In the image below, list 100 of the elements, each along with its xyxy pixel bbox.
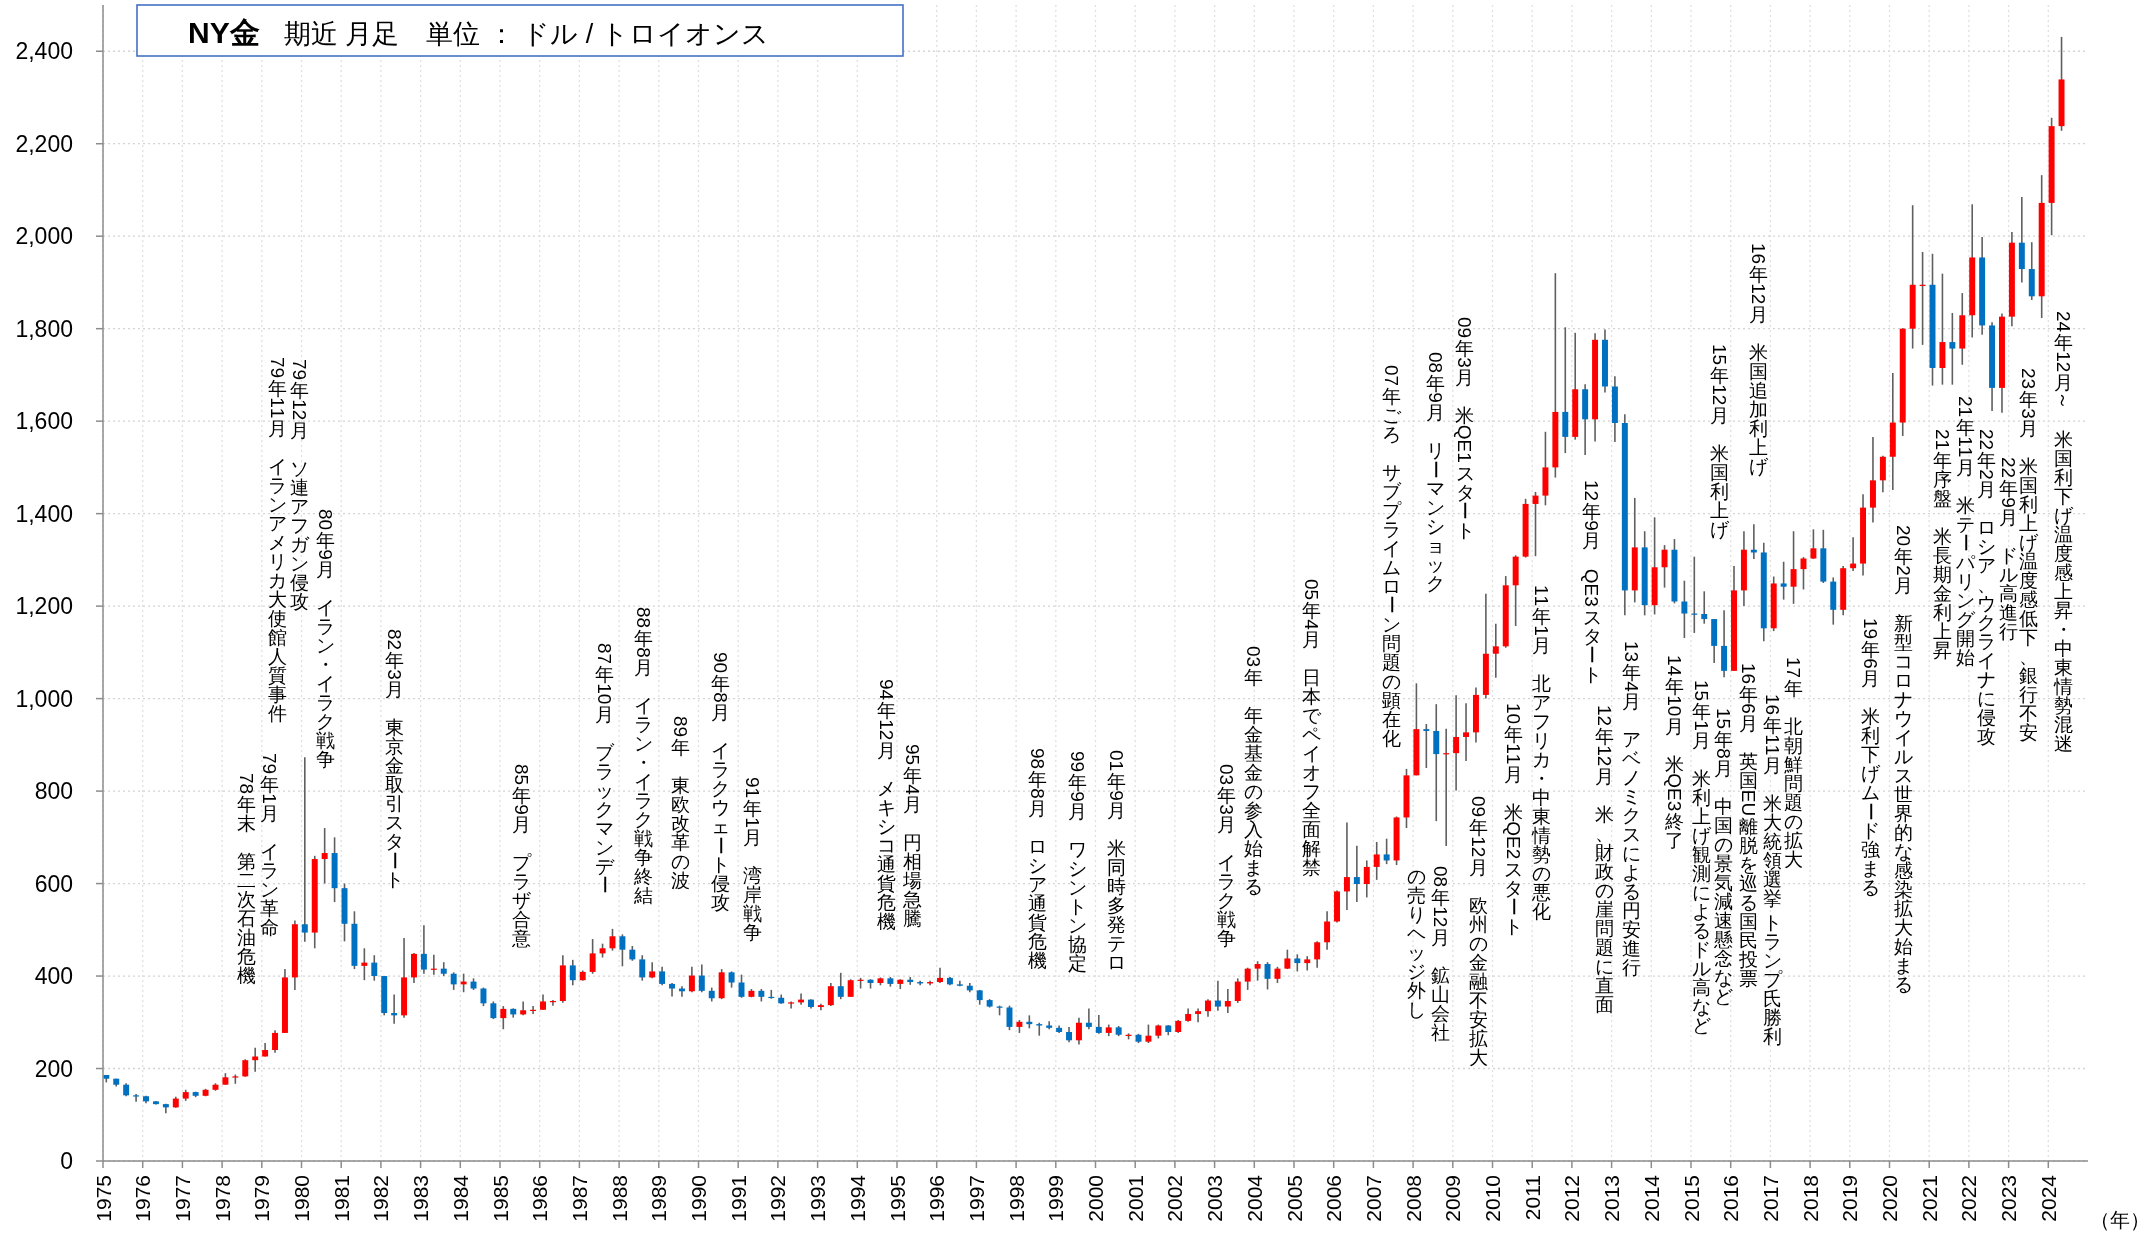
candlestick bbox=[937, 966, 943, 984]
x-tick-label: 1994 bbox=[845, 1174, 869, 1222]
x-tick-label: 1993 bbox=[806, 1175, 830, 1222]
annotation: 10年11月 米QE2スタート bbox=[1502, 703, 1525, 938]
candlestick bbox=[1244, 966, 1251, 991]
annotation: 20年2月 新型コロナウイルス世界的な感染拡大始まる bbox=[1893, 525, 1915, 996]
candlestick bbox=[827, 982, 834, 1007]
candlestick bbox=[480, 986, 487, 1007]
x-tick-label: 2003 bbox=[1203, 1175, 1227, 1222]
y-tick-label: 1,400 bbox=[15, 500, 73, 527]
annotation: 21年序盤 米長期金利上昇 bbox=[1932, 429, 1954, 661]
candlestick bbox=[321, 827, 328, 885]
candlestick bbox=[1353, 844, 1360, 903]
annotation: 95年4月 円相場急騰 bbox=[902, 744, 924, 930]
y-tick-label: 2,400 bbox=[15, 38, 73, 65]
candlestick bbox=[1463, 702, 1470, 762]
x-tick-label: 1977 bbox=[170, 1175, 194, 1222]
annotation: 79年1月 イラン革命 bbox=[259, 753, 281, 939]
candlestick bbox=[361, 947, 368, 981]
candlestick bbox=[1214, 979, 1221, 1012]
annotation: 19年6月 米利下げムード強まる bbox=[1859, 618, 1882, 899]
candlestick bbox=[500, 1005, 507, 1031]
candlestick bbox=[1095, 1014, 1102, 1035]
annotation: 91年1月 湾岸戦争 bbox=[742, 777, 764, 944]
y-tick-label: 2,000 bbox=[15, 223, 73, 250]
candlestick bbox=[1254, 960, 1261, 982]
candlestick bbox=[1343, 821, 1350, 911]
candlestick bbox=[698, 963, 705, 994]
candlestick bbox=[1363, 859, 1370, 899]
x-tick-label: 1975 bbox=[91, 1175, 115, 1222]
y-tick-label: 600 bbox=[34, 870, 73, 897]
annotation: 14年10月 米QE3終了 bbox=[1664, 655, 1686, 852]
candlestick bbox=[1075, 1016, 1082, 1046]
annotation: 09年12月 欧州の金融不安拡大 bbox=[1468, 796, 1490, 1069]
y-tick-label: 0 bbox=[60, 1148, 73, 1174]
x-tick-label: 2002 bbox=[1163, 1175, 1187, 1222]
x-tick-label: 2001 bbox=[1123, 1175, 1147, 1222]
candlestick bbox=[1879, 455, 1886, 494]
annotation: 13年4月 アベノミクスによる円安進行 bbox=[1621, 641, 1643, 979]
candlestick bbox=[1373, 841, 1380, 881]
annotation: 01年9月 米同時多発テロ bbox=[1106, 750, 1128, 974]
candlestick bbox=[133, 1093, 140, 1103]
annotation: 22年2月 ロシア、ウクライナに侵攻 bbox=[1976, 429, 1998, 748]
annotation: 94年12月 メキシコ通貨危機 bbox=[876, 679, 898, 933]
candlestick bbox=[1085, 1007, 1092, 1031]
x-tick-label: 2006 bbox=[1322, 1175, 1346, 1222]
annotation: 08年12月 鉱山会社の売りヘッジ外し bbox=[1407, 865, 1452, 1044]
candlestick bbox=[589, 938, 596, 975]
x-tick-label: 2020 bbox=[1878, 1175, 1901, 1222]
annotation: 07年ごろ サブプライムローン問題の顕在化 bbox=[1380, 365, 1403, 749]
annotation: 80年9月 イラン・イラク戦争 bbox=[315, 509, 337, 771]
x-tick-label: 1991 bbox=[726, 1175, 750, 1222]
candlestick bbox=[639, 954, 646, 982]
x-tick-label: 1989 bbox=[647, 1175, 671, 1222]
y-tick-label: 1,000 bbox=[15, 685, 73, 712]
x-tick-label: 2023 bbox=[1997, 1175, 2021, 1222]
candlestick bbox=[1661, 544, 1668, 589]
y-tick-label: 1,600 bbox=[15, 408, 73, 435]
annotation: 21年11月 米テーパリング開始 bbox=[1954, 396, 1977, 669]
annotation: 79年11月 イランアメリカ大使館人質事件 bbox=[267, 357, 289, 725]
candlestick bbox=[301, 756, 308, 943]
candlestick bbox=[1234, 977, 1241, 1004]
annotation: 90年8月 イラクウェート侵攻 bbox=[709, 652, 732, 914]
x-tick-label: 2012 bbox=[1560, 1175, 1584, 1222]
y-tick-label: 2,200 bbox=[15, 130, 73, 157]
x-tick-label: 2009 bbox=[1441, 1175, 1465, 1222]
candlestick bbox=[1383, 837, 1390, 865]
x-tick-label: 2000 bbox=[1084, 1175, 1107, 1222]
annotation: 23年3月 米国利上げ温度感低下、銀行不安 bbox=[2018, 368, 2040, 744]
x-tick-label: 1988 bbox=[607, 1175, 631, 1222]
x-axis-title: （年） bbox=[2089, 1209, 2139, 1231]
y-tick-label: 200 bbox=[34, 1055, 73, 1082]
candlestick bbox=[420, 924, 427, 975]
candlestick bbox=[1433, 703, 1440, 822]
candlestick bbox=[1145, 1023, 1152, 1044]
annotation: 11年1月 北アフリカ・中東情勢の悪化 bbox=[1531, 585, 1553, 923]
x-tick-label: 2015 bbox=[1679, 1175, 1703, 1222]
candlestick bbox=[1264, 961, 1271, 991]
annotation: 87年10月 ブラックマンデー bbox=[593, 643, 616, 895]
annotation: 88年8月 イラン・イラク戦争終結 bbox=[633, 607, 655, 907]
candlestick bbox=[659, 965, 666, 987]
x-tick-label: 2011 bbox=[1520, 1175, 1544, 1221]
x-tick-label: 2019 bbox=[1838, 1175, 1862, 1222]
x-tick-label: 2022 bbox=[1957, 1175, 1981, 1222]
x-tick-label: 2024 bbox=[2036, 1174, 2060, 1222]
candlestick bbox=[1790, 530, 1797, 605]
annotation: 16年12月 米国追加利上げ bbox=[1748, 243, 1770, 478]
x-tick-label: 1984 bbox=[448, 1174, 472, 1222]
candlestick bbox=[1780, 560, 1787, 601]
candlestick bbox=[411, 952, 417, 984]
x-tick-label: 1990 bbox=[687, 1175, 710, 1222]
annotation: 03年 年金基金の参入始まる bbox=[1243, 646, 1265, 897]
annotation: 82年3月 東京金取引スタート bbox=[383, 629, 406, 891]
x-tick-label: 2014 bbox=[1639, 1174, 1663, 1222]
x-tick-label: 2021 bbox=[1917, 1175, 1941, 1222]
annotation: 03年3月 イラク戦争 bbox=[1216, 764, 1238, 950]
x-tick-label: 1978 bbox=[210, 1175, 234, 1222]
candlestick bbox=[1423, 723, 1430, 769]
x-tick-label: 1982 bbox=[369, 1175, 393, 1222]
x-tick-label: 1976 bbox=[131, 1175, 155, 1222]
